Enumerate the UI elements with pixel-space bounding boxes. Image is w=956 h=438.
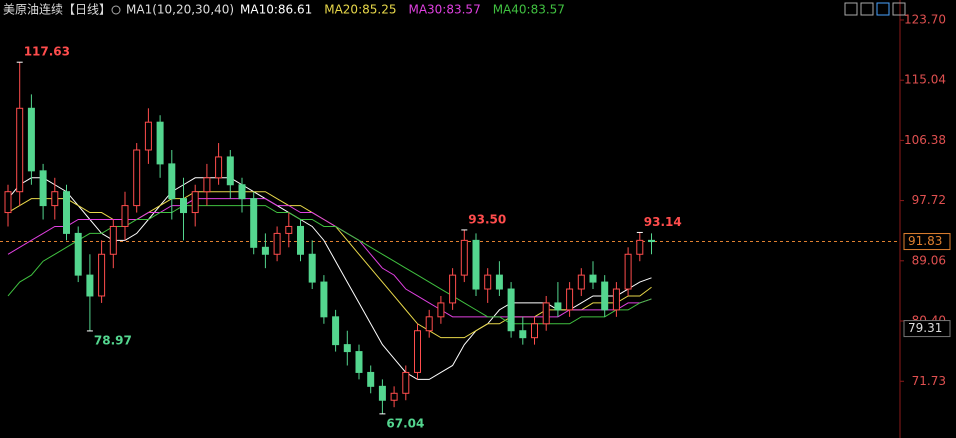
candle-body	[612, 288, 620, 311]
tool-icon[interactable]	[844, 2, 858, 16]
candle-body	[577, 274, 585, 290]
candle-body	[519, 330, 527, 339]
candle-body	[636, 239, 644, 255]
candle-body	[566, 288, 574, 311]
annotation-label: 93.14	[644, 215, 682, 229]
candle-body	[589, 274, 597, 283]
legend-entry: MA40:83.57	[493, 3, 565, 17]
candle-body	[332, 316, 340, 346]
annotation-label: 93.50	[468, 212, 506, 226]
candle-body	[215, 156, 223, 179]
candle-body	[507, 288, 515, 332]
legend-entry: MA10:86.61	[240, 3, 312, 17]
y-tick-label: 106.38	[904, 133, 946, 147]
candle-body	[437, 302, 445, 318]
settings-icon[interactable]	[111, 5, 121, 15]
legend-entry: MA20:85.25	[324, 3, 396, 17]
candle-body	[449, 274, 457, 304]
candle-body	[226, 156, 234, 186]
annotation-label: 78.97	[94, 333, 132, 347]
candle-body	[63, 191, 70, 234]
candle-body	[144, 121, 152, 151]
candle-body	[460, 239, 468, 276]
candle-body	[4, 191, 12, 214]
candle-body	[542, 302, 550, 325]
candle-body	[390, 392, 398, 401]
marker-box	[903, 320, 951, 338]
candle-body	[121, 205, 129, 227]
indicator-label: MA1(10,20,30,40)	[126, 3, 234, 17]
candle-body	[425, 316, 433, 332]
marker-label: 79.31	[908, 321, 942, 335]
candle-body	[109, 225, 117, 255]
y-tick-label: 71.73	[912, 374, 946, 388]
candle-body	[238, 184, 246, 200]
tool-icon[interactable]	[892, 2, 906, 16]
candle-body	[472, 239, 480, 290]
annotation-label: 67.04	[386, 416, 424, 430]
candle-body	[297, 225, 304, 255]
legend-entry: MA30:83.57	[408, 3, 480, 17]
candle-body	[168, 163, 176, 200]
candle-body	[320, 281, 328, 318]
candle-body	[484, 274, 492, 290]
chart-title: 美原油连续【日线】	[3, 2, 111, 17]
y-tick-label: 115.04	[904, 73, 946, 87]
candle-body	[355, 351, 363, 373]
candle-body	[624, 253, 632, 290]
candle-body	[285, 225, 293, 234]
candle-body	[414, 330, 421, 373]
candle-body	[378, 385, 386, 401]
last-price-label: 91.83	[908, 234, 942, 248]
candle-body	[367, 371, 375, 387]
candle-body	[51, 191, 59, 207]
candle-body	[648, 239, 655, 243]
candle-body	[86, 274, 94, 297]
candle-body	[133, 149, 141, 207]
candle-body	[39, 170, 47, 207]
candle-body	[554, 302, 562, 311]
candle-body	[343, 344, 351, 353]
candle-body	[191, 191, 199, 214]
candle-body	[98, 253, 106, 297]
candle-body	[27, 107, 35, 172]
toolbar	[844, 2, 906, 16]
y-tick-label: 89.06	[912, 253, 946, 267]
candle-body	[308, 253, 316, 283]
candle-body	[16, 107, 24, 193]
annotation-label: 117.63	[24, 45, 70, 59]
candle-body	[273, 232, 281, 255]
candle-body	[74, 232, 82, 276]
candle-body	[250, 198, 258, 248]
tool-icon[interactable]	[876, 2, 890, 16]
candle-body	[156, 121, 164, 165]
candle-body	[180, 198, 187, 214]
candle-body	[402, 371, 410, 394]
y-tick-label: 123.70	[904, 13, 946, 27]
candle-body	[601, 281, 609, 311]
tool-icon[interactable]	[860, 2, 874, 16]
candle-body	[531, 323, 538, 339]
candle-body	[203, 177, 211, 193]
candle-body	[495, 274, 503, 290]
y-tick-label: 97.72	[912, 193, 946, 207]
last-price-box	[903, 233, 951, 251]
candle-body	[261, 246, 269, 255]
